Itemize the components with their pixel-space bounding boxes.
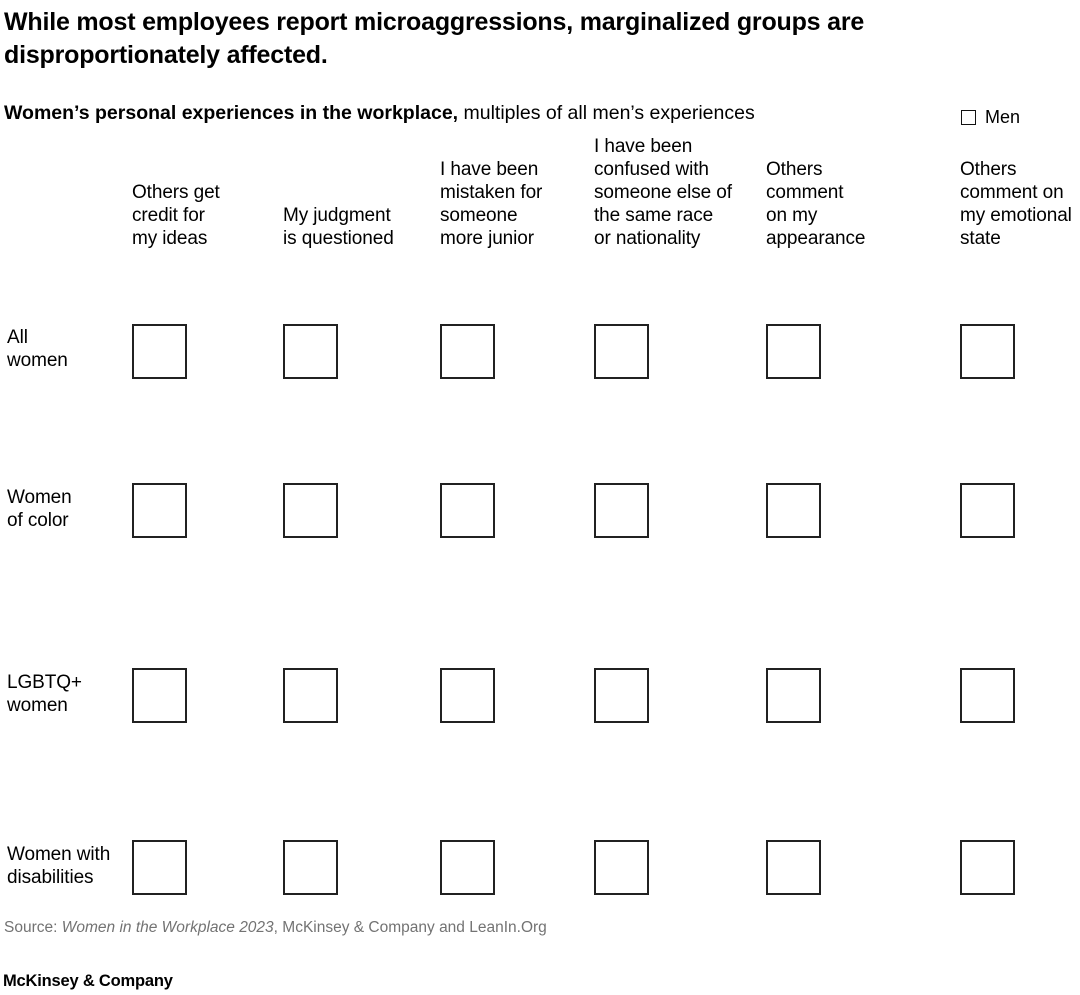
- source-suffix: , McKinsey & Company and LeanIn.Org: [273, 919, 547, 936]
- men-baseline-square: [440, 324, 495, 379]
- column-header-comment-appearance: Others comment on my appearance: [766, 159, 866, 249]
- subtitle-emphasis: Women’s personal experiences in the work…: [4, 102, 459, 124]
- subtitle-description: multiples of all men’s experiences: [458, 102, 755, 124]
- men-baseline-square: [132, 483, 187, 538]
- column-header-credit-for-ideas: Others get credit for my ideas: [132, 182, 220, 249]
- men-baseline-square: [132, 324, 187, 379]
- men-baseline-square: [960, 483, 1015, 538]
- men-baseline-square: [283, 483, 338, 538]
- men-baseline-square: [283, 840, 338, 895]
- column-header-comment-emotional-state: Others comment on my emotional state: [960, 159, 1072, 249]
- source-note: Source: Women in the Workplace 2023, McK…: [4, 918, 547, 938]
- source-report-title: Women in the Workplace 2023: [61, 919, 274, 936]
- men-baseline-square: [960, 668, 1015, 723]
- men-baseline-square: [594, 324, 649, 379]
- row-label-women-of-color: Women of color: [7, 487, 72, 531]
- men-baseline-square: [594, 668, 649, 723]
- source-prefix: Source:: [4, 919, 62, 936]
- men-baseline-square: [440, 483, 495, 538]
- men-baseline-square: [283, 668, 338, 723]
- men-baseline-square: [440, 668, 495, 723]
- men-baseline-square: [766, 324, 821, 379]
- row-label-lgbtq-women: LGBTQ+ women: [7, 672, 82, 716]
- legend-label: Men: [985, 107, 1021, 127]
- mckinsey-wordmark: McKinsey & Company: [3, 972, 173, 990]
- men-baseline-square: [132, 840, 187, 895]
- column-header-confused-race-nationality: I have been confused with someone else o…: [594, 136, 732, 249]
- men-baseline-square: [594, 483, 649, 538]
- legend: Men: [961, 106, 1020, 128]
- chart-title: While most employees report microaggress…: [4, 8, 865, 69]
- men-baseline-square: [766, 840, 821, 895]
- men-baseline-square: [283, 324, 338, 379]
- row-label-all-women: All women: [7, 327, 68, 371]
- men-baseline-square: [960, 840, 1015, 895]
- column-header-judgment-questioned: My judgment is questioned: [283, 205, 394, 249]
- men-baseline-square: [594, 840, 649, 895]
- men-square-icon: [961, 109, 976, 125]
- men-baseline-square: [766, 483, 821, 538]
- men-baseline-square: [132, 668, 187, 723]
- row-label-women-with-disabilities: Women with disabilities: [7, 844, 111, 888]
- column-header-mistaken-junior: I have been mistaken for someone more ju…: [440, 159, 543, 249]
- chart-subtitle: Women’s personal experiences in the work…: [4, 101, 755, 125]
- men-baseline-square: [766, 668, 821, 723]
- men-baseline-square: [440, 840, 495, 895]
- men-baseline-square: [960, 324, 1015, 379]
